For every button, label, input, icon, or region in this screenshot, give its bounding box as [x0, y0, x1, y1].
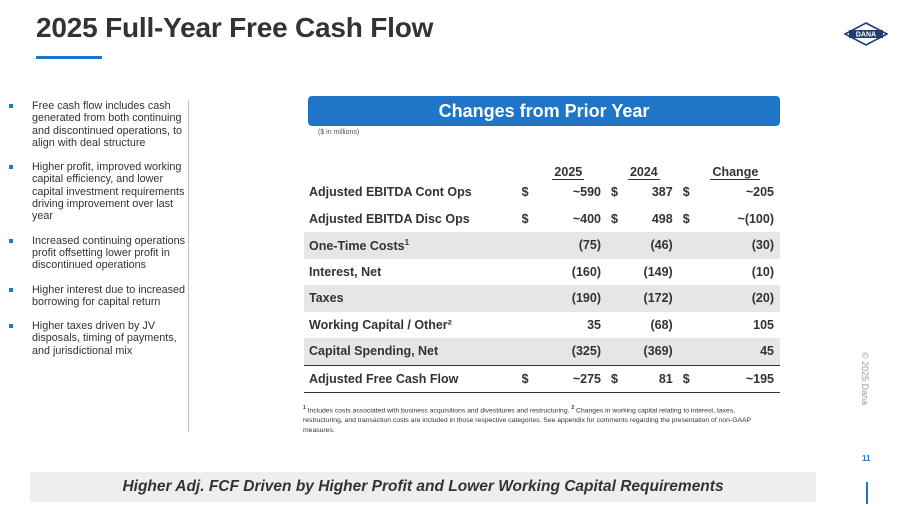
value-2024: (46) — [600, 232, 673, 259]
value-2025: $ ~590 — [521, 185, 601, 200]
bullet-marker-icon — [9, 104, 16, 149]
key-takeaway: Higher Adj. FCF Driven by Higher Profit … — [30, 472, 816, 502]
value-2025: (325) — [511, 338, 601, 365]
table-row: Working Capital / Other² 35 (68) 105 — [304, 312, 780, 339]
table-row: Adjusted Free Cash Flow $ ~275 $81 $ ~195 — [304, 364, 780, 393]
bullet-marker-icon — [9, 165, 16, 222]
table-banner: Changes from Prior Year — [308, 96, 780, 126]
page-accent-bar — [866, 482, 868, 504]
value-2025: $ ~275 — [511, 364, 601, 393]
value-change: $ ~205 — [682, 185, 774, 200]
title-underline — [36, 56, 102, 59]
table-row: Taxes (190) (172) (20) — [304, 285, 780, 312]
value-2024: $387 — [610, 185, 673, 200]
value-change: $ ~195 — [672, 364, 780, 393]
value-change: 105 — [753, 317, 774, 332]
table-row: Capital Spending, Net (325) (369) 45 — [304, 338, 780, 365]
value-2025: (190) — [511, 285, 601, 312]
copyright-notice: © 2025 Dana — [860, 352, 870, 406]
row-label: Capital Spending, Net — [304, 338, 512, 365]
bullet-list: Free cash flow includes cash generated f… — [8, 100, 189, 432]
table-header-row: 2025 2024 Change — [304, 159, 780, 180]
value-2025: (160) — [571, 264, 601, 279]
row-label: Adjusted Free Cash Flow — [304, 364, 512, 393]
value-2024: (149) — [643, 264, 673, 279]
list-item: Higher taxes driven by JV disposals, tim… — [8, 320, 188, 357]
value-2024: $498 — [610, 211, 673, 226]
column-header-2024: 2024 — [627, 165, 660, 180]
value-2025: (75) — [511, 232, 601, 259]
table-row: One-Time Costs1 (75) (46) (30) — [304, 232, 780, 259]
dana-logo-icon: DANA — [844, 22, 888, 46]
bullet-marker-icon — [9, 324, 16, 357]
table-row: Adjusted EBITDA Disc Ops $ ~400 $498 $ ~(100) — [304, 206, 780, 233]
value-2025: 35 — [587, 317, 601, 332]
list-item: Free cash flow includes cash generated f… — [8, 100, 188, 149]
free-cash-flow-table: 2025 2024 Change Adjusted EBITDA Cont Op… — [304, 159, 780, 393]
column-header-change: Change — [710, 165, 761, 180]
page-number: 11 — [862, 454, 871, 463]
bullet-marker-icon — [9, 287, 16, 309]
value-change: $ ~(100) — [682, 211, 774, 226]
row-label: Interest, Net — [309, 264, 382, 279]
table-row: Adjusted EBITDA Cont Ops $ ~590 $387 $ ~205 — [304, 179, 780, 206]
value-change: 45 — [672, 338, 780, 365]
row-label: Working Capital / Other² — [309, 317, 452, 332]
units-note: ($ in millions) — [318, 129, 360, 136]
footnote: 1 Includes costs associated with busines… — [303, 405, 751, 435]
value-change: (20) — [672, 285, 780, 312]
page-title: 2025 Full-Year Free Cash Flow — [36, 12, 434, 43]
row-label: Adjusted EBITDA Cont Ops — [309, 185, 472, 200]
list-item: Higher profit, improved working capital … — [8, 161, 188, 222]
list-item: Higher interest due to increased borrowi… — [8, 284, 188, 309]
table-row: Interest, Net (160) (149) (10) — [304, 259, 780, 286]
value-2024: (369) — [600, 338, 673, 365]
bullet-marker-icon — [9, 238, 16, 272]
value-change: (10) — [751, 264, 774, 279]
row-label: One-Time Costs1 — [304, 232, 512, 259]
row-label: Adjusted EBITDA Disc Ops — [309, 211, 470, 226]
row-label: Taxes — [304, 285, 512, 312]
value-change: (30) — [672, 232, 780, 259]
value-2024: (68) — [650, 317, 673, 332]
logo-text: DANA — [856, 32, 876, 39]
list-item: Increased continuing operations profit o… — [8, 235, 188, 272]
value-2024: (172) — [600, 285, 673, 312]
column-header-2025: 2025 — [552, 165, 585, 180]
value-2024: $81 — [600, 364, 673, 393]
value-2025: $ ~400 — [521, 211, 601, 226]
